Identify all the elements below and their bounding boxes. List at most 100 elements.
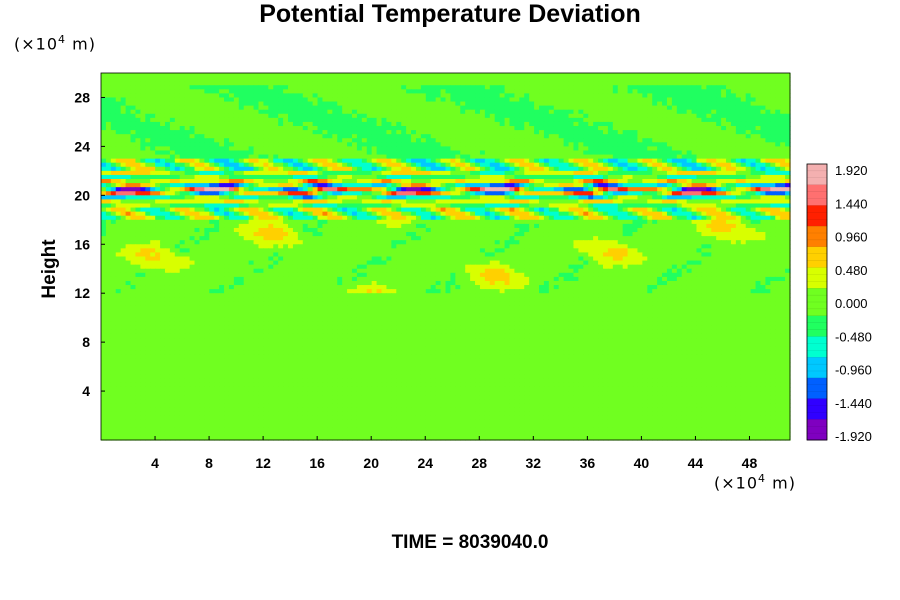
heatmap-cell: [356, 203, 363, 209]
heatmap-cell: [351, 146, 358, 152]
heatmap-cell: [411, 101, 417, 107]
heatmap-cell: [647, 166, 653, 172]
heatmap-cell: [750, 109, 757, 115]
heatmap-cell: [642, 179, 648, 184]
heatmap-cell: [760, 179, 766, 184]
heatmap-cell: [548, 215, 555, 221]
heatmap-cell: [292, 134, 299, 139]
heatmap-cell: [706, 195, 712, 201]
heatmap-cell: [598, 174, 604, 180]
heatmap-cell: [706, 203, 712, 209]
heatmap-cell: [534, 105, 540, 111]
heatmap-cell: [386, 109, 392, 115]
heatmap-cell: [411, 109, 417, 115]
heatmap-cell: [169, 117, 176, 123]
heatmap-cell: [519, 158, 525, 164]
heatmap-cell: [612, 142, 619, 147]
heatmap-cell: [386, 183, 392, 188]
heatmap-cell: [150, 73, 156, 78]
heatmap-cell: [735, 113, 742, 119]
heatmap-cell: [337, 117, 343, 123]
heatmap-cell: [755, 142, 762, 147]
heatmap-cell: [617, 85, 624, 90]
heatmap-cell: [401, 179, 407, 184]
heatmap-cell: [391, 191, 397, 196]
heatmap-cell: [332, 199, 338, 205]
heatmap-cell: [568, 130, 575, 135]
heatmap-cell: [361, 179, 368, 184]
heatmap-cell: [716, 199, 722, 205]
heatmap-cell: [553, 109, 560, 115]
heatmap-cell: [583, 134, 589, 139]
heatmap-cell: [578, 142, 584, 147]
heatmap-cell: [455, 183, 461, 188]
heatmap-cell: [401, 146, 407, 152]
heatmap-cell: [317, 97, 324, 103]
heatmap-cell: [479, 191, 486, 196]
heatmap-cell: [455, 109, 461, 115]
heatmap-cell: [676, 77, 683, 82]
heatmap-cell: [322, 162, 328, 168]
heatmap-cell: [662, 93, 668, 99]
heatmap-cell: [199, 109, 205, 115]
heatmap-cell: [529, 203, 535, 209]
heatmap-cell: [135, 215, 141, 221]
heatmap-cell: [248, 162, 255, 168]
heatmap-cell: [602, 85, 609, 90]
heatmap-cell: [312, 105, 319, 111]
heatmap-cell: [179, 138, 186, 143]
heatmap-cell: [740, 105, 747, 111]
heatmap-cell: [583, 166, 589, 172]
heatmap-cell: [278, 85, 284, 90]
heatmap-cell: [322, 81, 328, 86]
heatmap-cell: [701, 89, 707, 94]
heatmap-cell: [563, 89, 570, 94]
heatmap-cell: [160, 81, 166, 86]
heatmap-cell: [780, 158, 786, 164]
heatmap-cell: [253, 89, 260, 94]
heatmap-cell: [671, 93, 678, 99]
heatmap-cell: [470, 105, 476, 111]
heatmap-cell: [765, 113, 771, 119]
heatmap-cell: [238, 158, 245, 164]
heatmap-cell: [411, 187, 417, 192]
heatmap-cell: [194, 121, 201, 127]
heatmap-cell: [386, 146, 392, 152]
heatmap-cell: [292, 77, 299, 82]
heatmap-cell: [632, 134, 639, 139]
heatmap-cell: [686, 191, 693, 196]
heatmap-cell: [115, 77, 122, 82]
heatmap-cell: [332, 195, 338, 201]
heatmap-cell: [529, 130, 535, 135]
heatmap-cell: [681, 179, 688, 184]
heatmap-cell: [347, 191, 353, 196]
heatmap-cell: [543, 142, 550, 147]
heatmap-cell: [627, 77, 634, 82]
heatmap-cell: [593, 89, 599, 94]
heatmap-cell: [691, 138, 698, 143]
heatmap-cell: [642, 113, 648, 119]
heatmap-cell: [617, 199, 624, 205]
heatmap-cell: [268, 150, 274, 156]
heatmap-cell: [637, 211, 643, 217]
heatmap-cell: [253, 117, 260, 123]
heatmap-cell: [273, 81, 279, 86]
heatmap-cell: [366, 85, 373, 90]
heatmap-cell: [253, 191, 260, 196]
heatmap-cell: [228, 93, 235, 99]
heatmap-cell: [312, 199, 319, 205]
heatmap-cell: [730, 187, 737, 192]
heatmap-cell: [681, 166, 688, 172]
heatmap-cell: [691, 162, 698, 168]
heatmap-cell: [406, 166, 412, 172]
heatmap-cell: [169, 211, 176, 217]
heatmap-cell: [534, 191, 540, 196]
heatmap-cell: [711, 113, 717, 119]
heatmap-cell: [706, 77, 712, 82]
heatmap-cell: [499, 162, 506, 168]
heatmap-cell: [484, 183, 491, 188]
heatmap-cell: [228, 179, 235, 184]
heatmap-cell: [730, 207, 737, 213]
heatmap-cell: [548, 109, 555, 115]
heatmap-cell: [543, 211, 550, 217]
